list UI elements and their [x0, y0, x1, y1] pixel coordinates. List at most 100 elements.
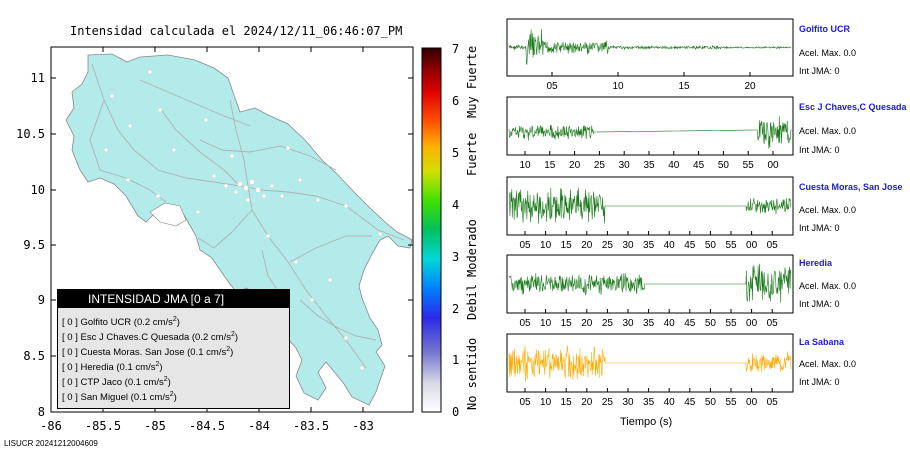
seismogram-tick-label: 50 [705, 240, 717, 251]
seismogram-tick-label: 10 [540, 318, 552, 329]
seismogram-tick-label: 15 [544, 160, 556, 171]
seismogram-tick-label: 25 [602, 240, 614, 251]
seismogram-tick-label: 45 [684, 318, 696, 329]
seismogram-tick-label: 45 [693, 160, 705, 171]
colorbar-tick: 5 [452, 146, 459, 160]
seismogram-tick-label: 05 [519, 397, 531, 408]
legend-items: [ 0 ] Golfito UCR (0.2 cm/s2) [ 0 ] Esc … [58, 308, 289, 403]
seismogram-frame [506, 96, 794, 156]
seismogram-tick-label: 00 [767, 160, 779, 171]
station-acel: Acel. Max. 0.0 [799, 126, 857, 136]
station-jma: Int JMA: 0 [799, 299, 840, 309]
seismogram-tick-label: 20 [581, 318, 593, 329]
station-acel: Acel. Max. 0.0 [799, 359, 857, 369]
seismogram-tick-label: 45 [684, 397, 696, 408]
lon-label: -84.5 [189, 419, 225, 433]
station-acel: Acel. Max. 0.0 [799, 281, 857, 291]
colorbar-tick: 3 [452, 250, 459, 264]
seismogram-tick-label: 30 [619, 160, 631, 171]
seismogram-tick-label: 40 [668, 160, 680, 171]
station-name: Esc J Chaves,C Quesada [799, 102, 907, 112]
station-name: Cuesta Moras, San Jose [799, 182, 903, 192]
colorbar-label: Debil [465, 284, 479, 320]
seismogram-tick-label: 20 [744, 81, 756, 92]
seismogram-tick-label: 30 [622, 240, 634, 251]
seismogram-tick-label: 25 [602, 318, 614, 329]
seismogram-tick-label: 20 [581, 240, 593, 251]
lat-label: 8 [38, 405, 45, 419]
lon-label: -83.5 [293, 419, 329, 433]
lon-label: -83 [352, 419, 374, 433]
station-name: Golfito UCR [799, 24, 850, 34]
seismogram-trace [508, 345, 792, 382]
lon-label: -85 [144, 419, 166, 433]
legend-item: [ 0 ] Esc J Chaves.C Quesada (0.2 cm/s2) [62, 331, 239, 344]
lon-label: -85.5 [85, 419, 121, 433]
colorbar-label: Muy Fuerte [465, 46, 479, 118]
seismogram-tick-label: 35 [643, 240, 655, 251]
seismogram-tick-label: 20 [569, 160, 581, 171]
seismogram-tick-label: 30 [622, 397, 634, 408]
seismogram-tick-label: 00 [746, 318, 758, 329]
seismogram-tick-label: 55 [725, 318, 737, 329]
seismogram-trace [508, 187, 792, 224]
station-dots [103, 69, 383, 371]
station-name: La Sabana [799, 337, 845, 347]
seismogram-tick-label: 15 [561, 240, 573, 251]
lat-label: 10.5 [16, 127, 45, 141]
seismogram-tick-label: 05 [767, 397, 779, 408]
seismogram-tick-label: 25 [602, 397, 614, 408]
intensity-colorbar [421, 47, 442, 413]
seismogram-trace [508, 116, 792, 149]
seismogram-tick-label: 50 [705, 397, 717, 408]
time-axis-label: Tiempo (s) [620, 416, 673, 428]
colorbar-label: Fuerte [465, 133, 479, 176]
seismogram-tick-label: 00 [746, 397, 758, 408]
seismogram-tick-label: 45 [684, 240, 696, 251]
colorbar-labels: No sentido Debil Moderado Fuerte Muy Fue… [465, 46, 479, 410]
seismogram-tick-label: 30 [622, 318, 634, 329]
seismogram-tick-label: 15 [561, 397, 573, 408]
lat-label: 8.5 [23, 349, 45, 363]
seismogram-tick-label: 10 [519, 160, 531, 171]
seismogram-tick-label: 10 [540, 397, 552, 408]
colorbar-tick: 6 [452, 94, 459, 108]
lon-label: -84 [248, 419, 270, 433]
latitude-labels: 11 10.5 10 9.5 9 8.5 8 [16, 71, 45, 419]
station-jma: Int JMA: 0 [799, 377, 840, 387]
seismogram-tick-label: 35 [643, 160, 655, 171]
station-jma: Int JMA: 0 [799, 66, 840, 76]
seismogram-tick-label: 40 [664, 240, 676, 251]
seismogram-tick-label: 35 [643, 397, 655, 408]
seismogram-tick-label: 15 [678, 81, 690, 92]
seismogram-tick-label: 05 [519, 240, 531, 251]
intensity-legend: INTENSIDAD JMA [0 a 7] [ 0 ] Golfito UCR… [57, 289, 290, 409]
seismogram-tick-label: 50 [718, 160, 730, 171]
seismogram-tick-label: 50 [705, 318, 717, 329]
seismogram-tick-label: 00 [746, 240, 758, 251]
seismogram-tick-label: 05 [519, 318, 531, 329]
colorbar-tick: 0 [452, 405, 459, 419]
seismogram-tick-label: 05 [767, 240, 779, 251]
legend-title: INTENSIDAD JMA [0 a 7] [58, 290, 289, 308]
colorbar-tick: 7 [452, 42, 459, 56]
credit-text: LISUCR 20241212004609 [4, 439, 98, 448]
seismogram-trace [508, 28, 792, 65]
seismogram-tick-label: 55 [725, 240, 737, 251]
longitude-labels: -86 -85.5 -85 -84.5 -84 -83.5 -83 [40, 419, 374, 433]
colorbar-tick: 4 [452, 198, 459, 212]
station-jma: Int JMA: 0 [799, 223, 840, 233]
legend-item: [ 0 ] CTP Jaco (0.1 cm/s2) [62, 376, 171, 389]
seismogram-tick-label: 10 [540, 240, 552, 251]
legend-item: [ 0 ] Golfito UCR (0.2 cm/s2) [62, 316, 180, 329]
station-name: Heredia [799, 258, 833, 268]
lat-label: 9.5 [23, 238, 45, 252]
seismogram-tick-label: 05 [546, 81, 558, 92]
station-acel: Acel. Max. 0.0 [799, 205, 857, 215]
lat-label: 10 [31, 183, 45, 197]
seismogram-tick-label: 35 [643, 318, 655, 329]
colorbar-label: Moderado [465, 219, 479, 277]
seismogram-tick-label: 15 [561, 318, 573, 329]
seismogram-tick-label: 55 [743, 160, 755, 171]
